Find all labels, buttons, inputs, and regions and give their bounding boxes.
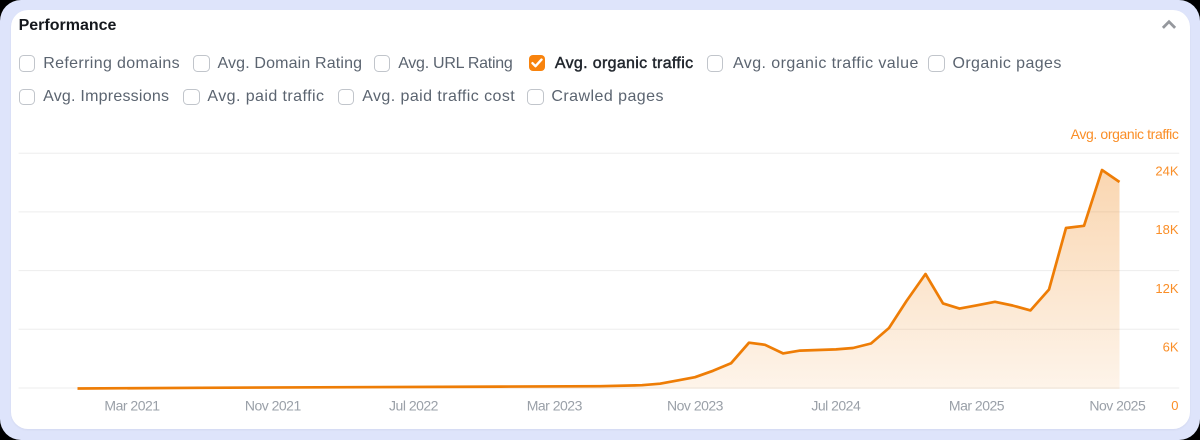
- svg-text:Nov 2023: Nov 2023: [667, 397, 724, 413]
- svg-text:Nov 2021: Nov 2021: [245, 397, 302, 413]
- svg-text:24K: 24K: [1155, 164, 1178, 179]
- svg-text:Nov 2025: Nov 2025: [1089, 397, 1146, 413]
- svg-text:Avg. organic traffic: Avg. organic traffic: [1071, 126, 1179, 142]
- svg-text:6K: 6K: [1163, 339, 1179, 354]
- svg-text:Mar 2025: Mar 2025: [949, 397, 1005, 413]
- svg-text:Mar 2023: Mar 2023: [527, 397, 583, 413]
- svg-text:0: 0: [1171, 398, 1178, 413]
- svg-text:12K: 12K: [1155, 281, 1178, 296]
- svg-text:Mar 2021: Mar 2021: [104, 397, 160, 413]
- svg-text:18K: 18K: [1155, 222, 1178, 237]
- svg-text:Jul 2022: Jul 2022: [389, 397, 439, 413]
- svg-text:Jul 2024: Jul 2024: [811, 397, 861, 413]
